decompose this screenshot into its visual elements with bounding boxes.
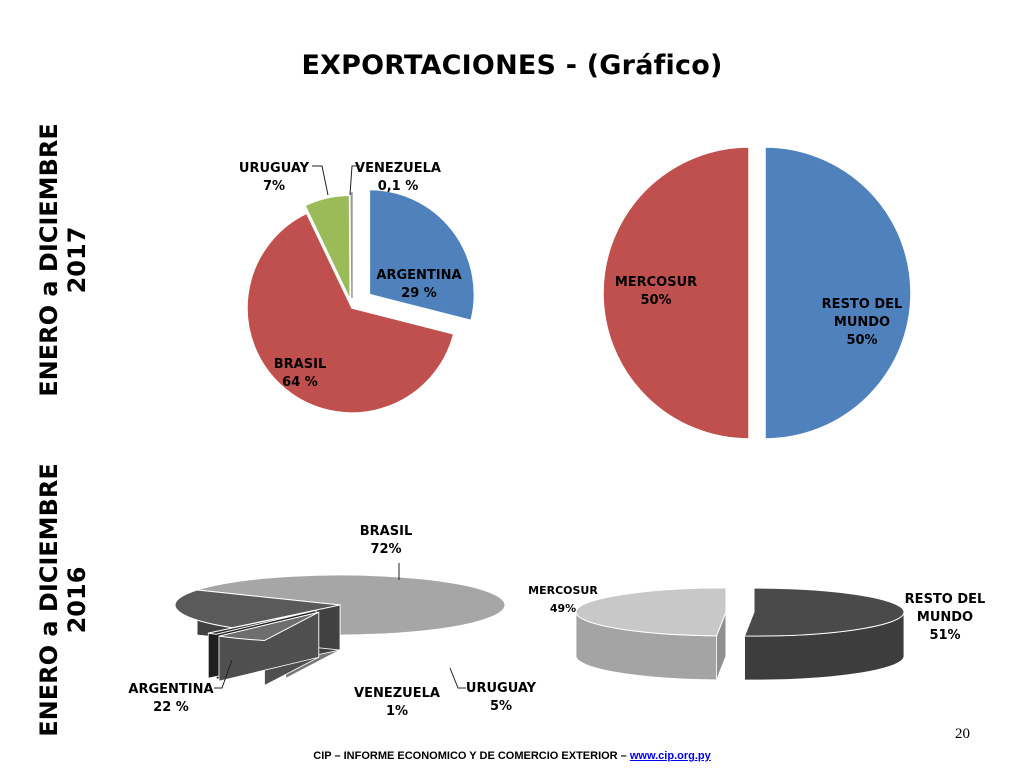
pie-slice-venezuela [350, 192, 353, 299]
data-label: 0,1 % [378, 179, 419, 194]
pie3d-slice-resto-del-mundo [743, 587, 905, 681]
data-label: RESTO DEL [822, 297, 903, 312]
footer: CIP – INFORME ECONOMICO Y DE COMERCIO EX… [0, 750, 1024, 762]
data-label: RESTO DEL [905, 592, 986, 607]
pie-slice-resto-del-mundo [764, 146, 912, 440]
data-label: ARGENTINA [376, 268, 461, 283]
data-label: 72% [370, 542, 401, 557]
data-label: ARGENTINA [128, 682, 213, 697]
data-label: URUGUAY [466, 681, 537, 696]
data-label: 1% [386, 704, 408, 719]
data-label: MUNDO [917, 610, 973, 625]
pie3d-slice-mercosur [575, 587, 727, 681]
data-label: 29 % [401, 286, 437, 301]
data-label: URUGUAY [239, 161, 310, 176]
data-label: 50% [846, 333, 877, 348]
data-label: 22 % [153, 700, 189, 715]
footer-text: CIP – INFORME ECONOMICO Y DE COMERCIO EX… [313, 750, 630, 762]
pie-2016-blocs [575, 587, 905, 681]
pie-2016-countries [174, 574, 506, 687]
page-number: 20 [955, 726, 970, 742]
data-label: VENEZUELA [354, 686, 440, 701]
pie-2017-blocs [602, 146, 912, 440]
pie-slice-brasil [246, 212, 455, 414]
data-label: 51% [929, 628, 960, 643]
data-label: MUNDO [834, 315, 890, 330]
chart-labels: ARGENTINA 29 % BRASIL 64 % URUGUAY 7% VENEZUEL… [128, 161, 985, 719]
data-label: 49% [550, 602, 576, 615]
slide-title: EXPORTACIONES - (Gráfico) [301, 50, 723, 81]
pie-slice-uruguay [303, 194, 351, 301]
data-label: 7% [263, 179, 285, 194]
pie-2017-countries [246, 188, 476, 414]
leader-line [449, 667, 466, 689]
data-label: VENEZUELA [355, 161, 441, 176]
pie3d-slice-uruguay [218, 611, 320, 687]
leader-line [312, 165, 329, 196]
data-label: BRASIL [274, 357, 326, 372]
data-label: MERCOSUR [615, 275, 697, 290]
data-label: 5% [490, 699, 512, 714]
leader-line [214, 659, 233, 689]
pie-slice-mercosur [602, 146, 750, 440]
pie-slice-argentina [368, 188, 476, 322]
data-label: 64 % [282, 375, 318, 390]
footer-link[interactable]: www.cip.org.py [629, 750, 711, 762]
leader-line [349, 165, 360, 196]
data-label: MERCOSUR [528, 584, 598, 597]
data-label: 50% [640, 293, 671, 308]
data-label: BRASIL [360, 524, 412, 539]
